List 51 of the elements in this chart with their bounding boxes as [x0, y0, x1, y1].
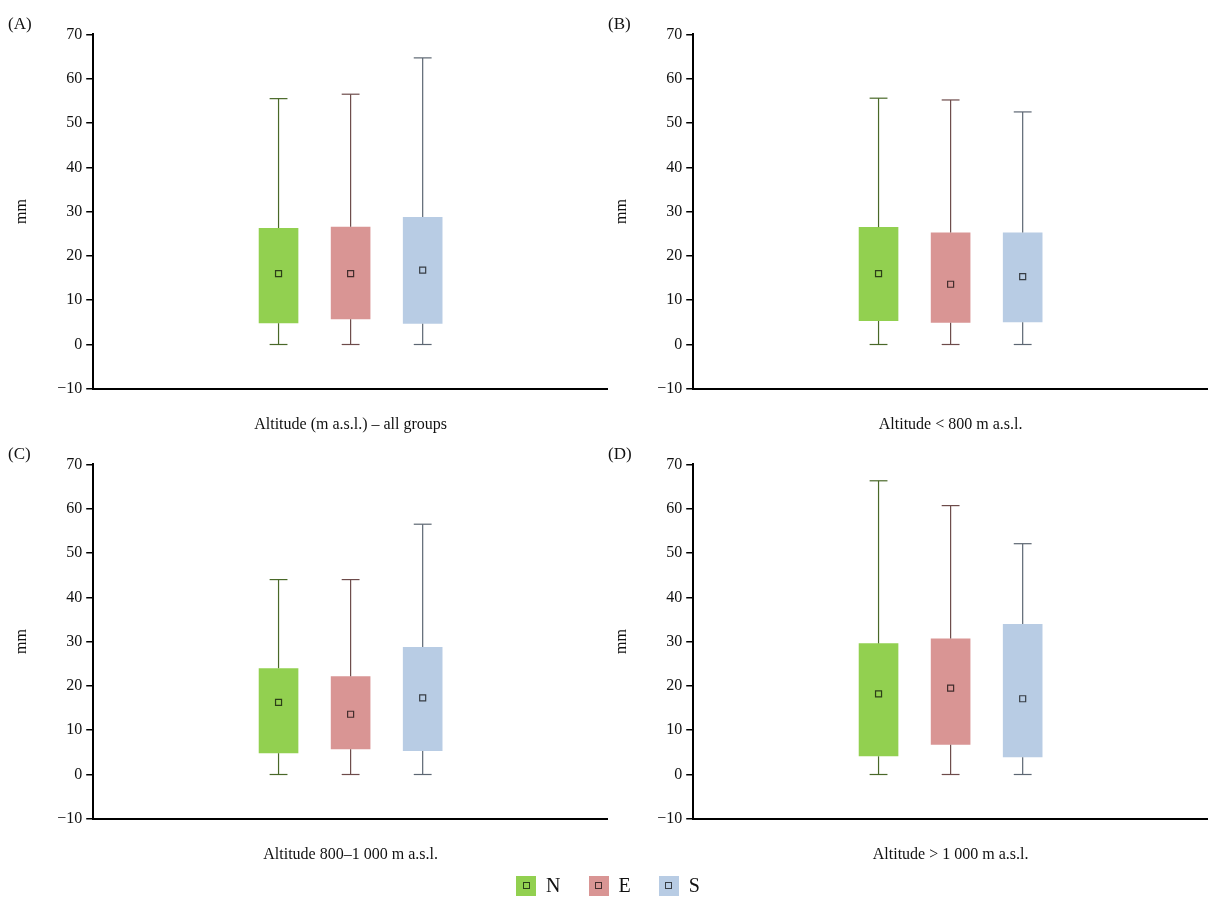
x-axis-title: Altitude > 1 000 m a.s.l.: [872, 844, 1029, 862]
y-tick-label: 60: [666, 68, 683, 86]
chart-title: (D): [608, 443, 632, 463]
y-axis-title: mm: [11, 198, 29, 225]
y-tick-label: 10: [666, 720, 683, 738]
y-tick-label: 60: [666, 498, 683, 516]
y-tick-label: 20: [66, 246, 83, 264]
y-tick-label: 10: [66, 290, 83, 308]
y-axis-title: mm: [611, 198, 629, 225]
y-tick-label: −10: [57, 809, 83, 826]
y-tick-label: 40: [66, 587, 83, 605]
y-tick-label: 50: [666, 113, 683, 131]
y-tick-label: 60: [66, 498, 83, 516]
y-tick-label: 70: [66, 24, 83, 42]
y-tick-label: −10: [57, 379, 83, 396]
y-tick-label: 50: [66, 113, 83, 131]
x-axis-title: Altitude < 800 m a.s.l.: [878, 414, 1023, 432]
y-tick-label: −10: [657, 379, 683, 396]
y-tick-label: 0: [74, 334, 83, 352]
y-tick-label: 70: [666, 454, 683, 472]
y-tick-label: −10: [657, 809, 683, 826]
legend-label: E: [618, 874, 631, 897]
chart-title: (A): [8, 13, 32, 33]
y-tick-label: 30: [666, 201, 683, 219]
y-tick-label: 30: [666, 631, 683, 649]
y-tick-label: 20: [666, 676, 683, 694]
y-tick-label: 20: [66, 676, 83, 694]
y-tick-label: 40: [666, 587, 683, 605]
x-axis-title: Altitude 800–1 000 m a.s.l.: [263, 844, 438, 862]
legend-label: N: [546, 874, 561, 897]
x-axis-title: Altitude (m a.s.l.) – all groups: [254, 414, 448, 433]
y-tick-label: 10: [666, 290, 683, 308]
y-tick-label: 70: [666, 24, 683, 42]
y-tick-label: 70: [66, 454, 83, 472]
y-axis-title: mm: [611, 628, 629, 655]
y-axis-title: mm: [11, 628, 29, 655]
y-tick-label: 30: [66, 631, 83, 649]
y-tick-label: 30: [66, 201, 83, 219]
y-tick-label: 0: [674, 334, 683, 352]
y-tick-label: 60: [66, 68, 83, 86]
chart-title: (C): [8, 443, 31, 463]
y-tick-label: 40: [66, 157, 83, 175]
y-tick-label: 0: [74, 764, 83, 782]
y-tick-label: 50: [66, 543, 83, 561]
y-tick-label: 0: [674, 764, 683, 782]
y-tick-label: 40: [666, 157, 683, 175]
y-tick-label: 50: [666, 543, 683, 561]
y-tick-label: 20: [666, 246, 683, 264]
y-tick-label: 10: [66, 720, 83, 738]
chart-title: (B): [608, 13, 631, 33]
legend-label: S: [688, 874, 700, 897]
